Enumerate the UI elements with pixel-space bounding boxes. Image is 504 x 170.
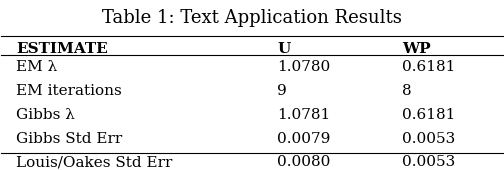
Text: EM λ: EM λ [17,60,57,74]
Text: 1.0781: 1.0781 [277,108,330,122]
Text: U: U [277,42,290,56]
Text: 0.6181: 0.6181 [402,108,456,122]
Text: Table 1: Text Application Results: Table 1: Text Application Results [102,9,402,27]
Text: 9: 9 [277,84,287,98]
Text: WP: WP [402,42,431,56]
Text: 0.0053: 0.0053 [402,155,456,169]
Text: ESTIMATE: ESTIMATE [17,42,108,56]
Text: 0.0080: 0.0080 [277,155,331,169]
Text: 0.0079: 0.0079 [277,132,331,146]
Text: 8: 8 [402,84,412,98]
Text: Gibbs Std Err: Gibbs Std Err [17,132,122,146]
Text: EM iterations: EM iterations [17,84,122,98]
Text: Louis/Oakes Std Err: Louis/Oakes Std Err [17,155,173,169]
Text: 0.0053: 0.0053 [402,132,456,146]
Text: 0.6181: 0.6181 [402,60,456,74]
Text: Gibbs λ: Gibbs λ [17,108,75,122]
Text: 1.0780: 1.0780 [277,60,330,74]
